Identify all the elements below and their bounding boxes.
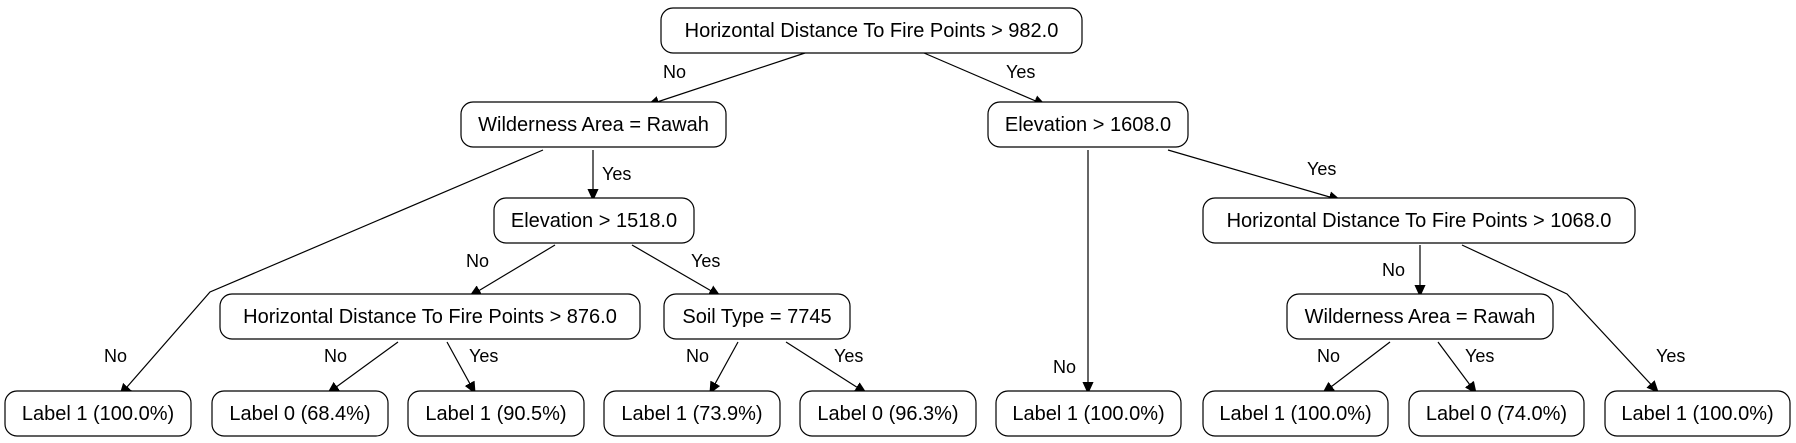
leaf-label-text: Label 1 (100.0%) bbox=[1621, 403, 1773, 425]
leaf-label: Label 0 (74.0%) bbox=[1408, 390, 1585, 437]
edge-wilderness-2-to-label-l6 bbox=[1323, 341, 1391, 393]
nodes: Horizontal Distance To Fire Points > 982… bbox=[4, 7, 1791, 437]
edge-hdfp-876-to-label-l2 bbox=[446, 341, 475, 393]
edge-label-no: No bbox=[466, 251, 489, 271]
leaf-label-text: Label 0 (68.4%) bbox=[229, 403, 370, 425]
node-hdfp-1068: Horizontal Distance To Fire Points > 106… bbox=[1202, 197, 1636, 244]
leaf-label: Label 1 (90.5%) bbox=[407, 390, 585, 437]
edge-label-yes: Yes bbox=[1656, 346, 1685, 366]
edge-label-no: No bbox=[1053, 357, 1076, 377]
node-hdfp-876: Horizontal Distance To Fire Points > 876… bbox=[219, 293, 641, 340]
node-hdfp-1068-label: Horizontal Distance To Fire Points > 106… bbox=[1227, 210, 1612, 232]
node-elevation-1518: Elevation > 1518.0 bbox=[493, 197, 695, 244]
edge-label-yes: Yes bbox=[1465, 346, 1494, 366]
edge-wilderness-2-to-label-l7 bbox=[1437, 341, 1476, 393]
edge-label-yes: Yes bbox=[1307, 159, 1336, 179]
node-elevation-1518-label: Elevation > 1518.0 bbox=[511, 210, 677, 232]
edge-hdfp-1068-to-label-l8 bbox=[1461, 244, 1658, 392]
edge-elevation-1518-to-hdfp-876 bbox=[470, 244, 556, 296]
edge-label-no: No bbox=[1382, 260, 1405, 280]
node-wilderness-area-2-label: Wilderness Area = Rawah bbox=[1305, 306, 1536, 328]
leaf-label-text: Label 0 (96.3%) bbox=[817, 403, 958, 425]
edge-label-no: No bbox=[1317, 346, 1340, 366]
leaf-label: Label 0 (96.3%) bbox=[799, 390, 977, 437]
edge-label-yes: Yes bbox=[834, 346, 863, 366]
leaf-label-text: Label 0 (74.0%) bbox=[1426, 403, 1567, 425]
edge-label-no: No bbox=[324, 346, 347, 366]
edge-root-to-wilderness bbox=[648, 52, 806, 105]
node-soil-type-label: Soil Type = 7745 bbox=[682, 306, 831, 328]
node-root: Horizontal Distance To Fire Points > 982… bbox=[660, 7, 1083, 54]
edge-elevation-1608-to-hdfp-1068 bbox=[1167, 149, 1340, 200]
edge-root-to-elevation-1608 bbox=[923, 52, 1045, 105]
edge-elevation-1518-to-soil-type bbox=[631, 244, 720, 296]
leaf-label-text: Label 1 (90.5%) bbox=[425, 403, 566, 425]
leaf-label-text: Label 1 (100.0%) bbox=[22, 403, 174, 425]
edge-label-no: No bbox=[104, 346, 127, 366]
leaf-label: Label 1 (100.0%) bbox=[4, 390, 192, 437]
edge-hdfp-876-to-label-l1 bbox=[328, 341, 399, 393]
edge-soil-type-to-label-l3 bbox=[710, 341, 739, 393]
node-elevation-1608: Elevation > 1608.0 bbox=[987, 101, 1189, 148]
edge-label-yes: Yes bbox=[1006, 62, 1035, 82]
node-hdfp-876-label: Horizontal Distance To Fire Points > 876… bbox=[243, 306, 617, 328]
leaf-label-text: Label 1 (100.0%) bbox=[1219, 403, 1371, 425]
node-wilderness-area: Wilderness Area = Rawah bbox=[460, 101, 727, 148]
edges: No Yes No Yes No Yes No Yes No Yes No Ye… bbox=[104, 52, 1685, 395]
edge-label-yes: Yes bbox=[691, 251, 720, 271]
leaf-label: Label 1 (73.9%) bbox=[603, 390, 781, 437]
edge-label-yes: Yes bbox=[602, 164, 631, 184]
edge-soil-type-to-label-l4 bbox=[785, 341, 866, 393]
edge-label-yes: Yes bbox=[469, 346, 498, 366]
edge-label-no: No bbox=[686, 346, 709, 366]
leaf-label-text: Label 1 (73.9%) bbox=[621, 403, 762, 425]
leaf-label-text: Label 1 (100.0%) bbox=[1012, 403, 1164, 425]
node-wilderness-area-2: Wilderness Area = Rawah bbox=[1286, 293, 1554, 340]
leaf-label: Label 1 (100.0%) bbox=[1604, 390, 1791, 437]
edge-wilderness-to-label-l0 bbox=[120, 149, 544, 395]
node-elevation-1608-label: Elevation > 1608.0 bbox=[1005, 114, 1171, 136]
leaf-label: Label 0 (68.4%) bbox=[211, 390, 389, 437]
edge-label-no: No bbox=[663, 62, 686, 82]
node-root-label: Horizontal Distance To Fire Points > 982… bbox=[685, 20, 1059, 42]
node-soil-type: Soil Type = 7745 bbox=[663, 293, 851, 340]
node-wilderness-area-label: Wilderness Area = Rawah bbox=[478, 114, 709, 136]
leaf-label: Label 1 (100.0%) bbox=[995, 390, 1182, 437]
leaf-label: Label 1 (100.0%) bbox=[1202, 390, 1389, 437]
